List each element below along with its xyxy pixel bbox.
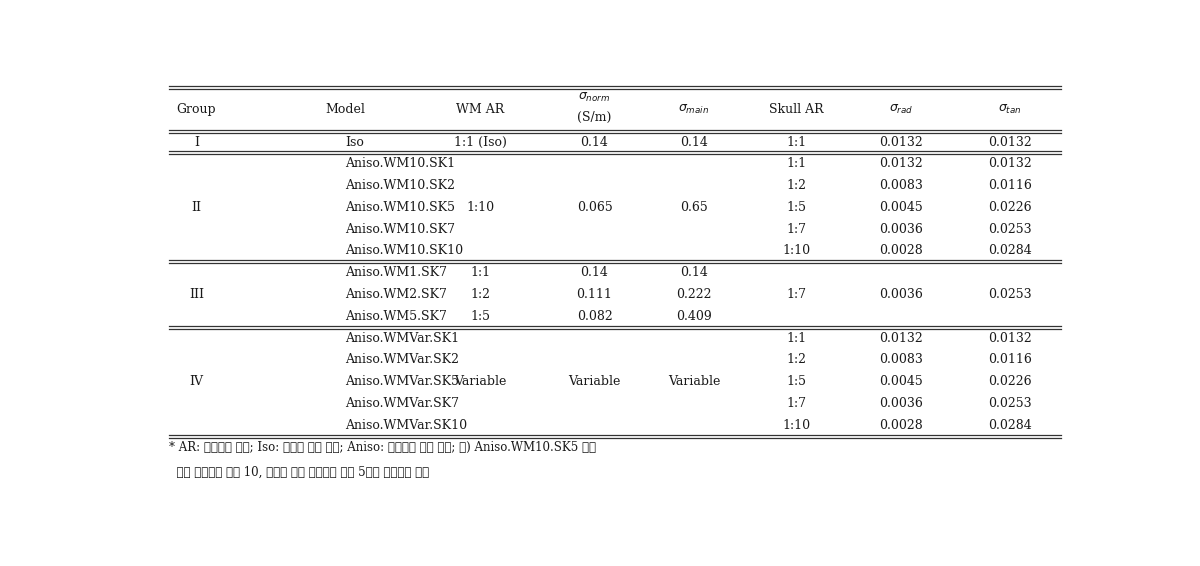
Text: $\sigma_{main}$: $\sigma_{main}$: [678, 103, 709, 116]
Text: 0.0132: 0.0132: [989, 332, 1032, 345]
Text: 1:10: 1:10: [782, 245, 810, 258]
Text: 0.0132: 0.0132: [989, 157, 1032, 170]
Text: $\sigma_{rad}$: $\sigma_{rad}$: [889, 103, 913, 116]
Text: Group: Group: [176, 103, 216, 116]
Text: 0.0116: 0.0116: [989, 353, 1032, 366]
Text: Aniso.WM10.SK10: Aniso.WM10.SK10: [346, 245, 463, 258]
Text: 1:1: 1:1: [786, 135, 806, 148]
Text: Aniso.WM10.SK5: Aniso.WM10.SK5: [346, 201, 455, 214]
Text: 1:7: 1:7: [786, 222, 806, 235]
Text: I: I: [194, 135, 199, 148]
Text: 0.0083: 0.0083: [880, 353, 923, 366]
Text: 0.0036: 0.0036: [880, 397, 923, 410]
Text: Iso: Iso: [346, 135, 364, 148]
Text: 0.0116: 0.0116: [989, 179, 1032, 192]
Text: IV: IV: [190, 375, 204, 388]
Text: Aniso.WMVar.SK2: Aniso.WMVar.SK2: [346, 353, 460, 366]
Text: 1:5: 1:5: [786, 201, 806, 214]
Text: III: III: [190, 288, 204, 301]
Text: Aniso.WMVar.SK7: Aniso.WMVar.SK7: [346, 397, 460, 410]
Text: 0.0045: 0.0045: [880, 375, 923, 388]
Text: 0.0253: 0.0253: [989, 397, 1032, 410]
Text: Aniso.WM10.SK1: Aniso.WM10.SK1: [346, 157, 456, 170]
Text: Aniso.WM5.SK7: Aniso.WM5.SK7: [346, 310, 448, 323]
Text: Aniso.WM2.SK7: Aniso.WM2.SK7: [346, 288, 448, 301]
Text: $\sigma_{norm}$: $\sigma_{norm}$: [578, 91, 611, 104]
Text: II: II: [192, 201, 202, 214]
Text: 0.0132: 0.0132: [880, 157, 923, 170]
Text: Aniso.WM1.SK7: Aniso.WM1.SK7: [346, 266, 448, 279]
Text: Aniso.WMVar.SK5: Aniso.WMVar.SK5: [346, 375, 460, 388]
Text: 1:1: 1:1: [786, 332, 806, 345]
Text: 지역 비등방성 비율 10, 두개골 지역 비등방성 비율 5으로 고정시킨 모델: 지역 비등방성 비율 10, 두개골 지역 비등방성 비율 5으로 고정시킨 모…: [168, 465, 428, 478]
Text: 0.409: 0.409: [676, 310, 712, 323]
Text: Aniso.WM10.SK2: Aniso.WM10.SK2: [346, 179, 455, 192]
Text: 0.0226: 0.0226: [989, 201, 1032, 214]
Text: Variable: Variable: [454, 375, 506, 388]
Text: 0.0132: 0.0132: [880, 135, 923, 148]
Text: 0.0132: 0.0132: [880, 332, 923, 345]
Text: 1:5: 1:5: [470, 310, 490, 323]
Text: 0.0253: 0.0253: [989, 288, 1032, 301]
Text: 1:5: 1:5: [786, 375, 806, 388]
Text: 0.14: 0.14: [581, 266, 608, 279]
Text: 0.0226: 0.0226: [989, 375, 1032, 388]
Text: Variable: Variable: [569, 375, 620, 388]
Text: Aniso.WMVar.SK1: Aniso.WMVar.SK1: [346, 332, 460, 345]
Text: 1:2: 1:2: [470, 288, 490, 301]
Text: Aniso.WMVar.SK10: Aniso.WMVar.SK10: [346, 419, 468, 432]
Text: 0.65: 0.65: [680, 201, 708, 214]
Text: 0.0132: 0.0132: [989, 135, 1032, 148]
Text: 1:1: 1:1: [470, 266, 491, 279]
Text: Aniso.WM10.SK7: Aniso.WM10.SK7: [346, 222, 455, 235]
Text: 0.14: 0.14: [680, 266, 708, 279]
Text: 0.14: 0.14: [581, 135, 608, 148]
Text: 0.14: 0.14: [680, 135, 708, 148]
Text: 1:1: 1:1: [786, 157, 806, 170]
Text: Skull AR: Skull AR: [769, 103, 823, 116]
Text: 0.0253: 0.0253: [989, 222, 1032, 235]
Text: Variable: Variable: [668, 375, 720, 388]
Text: * AR: 비등방성 비율; Iso: 등방성 머리 모델; Aniso: 비등방성 머리 모델; 예) Aniso.WM10.SK5 백질: * AR: 비등방성 비율; Iso: 등방성 머리 모델; Aniso: 비등…: [168, 441, 595, 454]
Text: 0.111: 0.111: [577, 288, 612, 301]
Text: $\sigma_{tan}$: $\sigma_{tan}$: [998, 103, 1022, 116]
Text: 1:10: 1:10: [466, 201, 494, 214]
Text: 1:7: 1:7: [786, 288, 806, 301]
Text: 1:2: 1:2: [786, 179, 806, 192]
Text: 1:10: 1:10: [782, 419, 810, 432]
Text: 0.0028: 0.0028: [880, 419, 923, 432]
Text: 0.0083: 0.0083: [880, 179, 923, 192]
Text: WM AR: WM AR: [456, 103, 504, 116]
Text: 1:7: 1:7: [786, 397, 806, 410]
Text: 1:1 (Iso): 1:1 (Iso): [454, 135, 506, 148]
Text: 0.0036: 0.0036: [880, 288, 923, 301]
Text: 0.222: 0.222: [677, 288, 712, 301]
Text: 0.0045: 0.0045: [880, 201, 923, 214]
Text: 0.0028: 0.0028: [880, 245, 923, 258]
Text: 0.0036: 0.0036: [880, 222, 923, 235]
Text: 1:2: 1:2: [786, 353, 806, 366]
Text: 0.0284: 0.0284: [989, 419, 1032, 432]
Text: 0.065: 0.065: [577, 201, 612, 214]
Text: 0.0284: 0.0284: [989, 245, 1032, 258]
Text: (S/m): (S/m): [577, 111, 612, 123]
Text: Model: Model: [325, 103, 365, 116]
Text: 0.082: 0.082: [577, 310, 612, 323]
